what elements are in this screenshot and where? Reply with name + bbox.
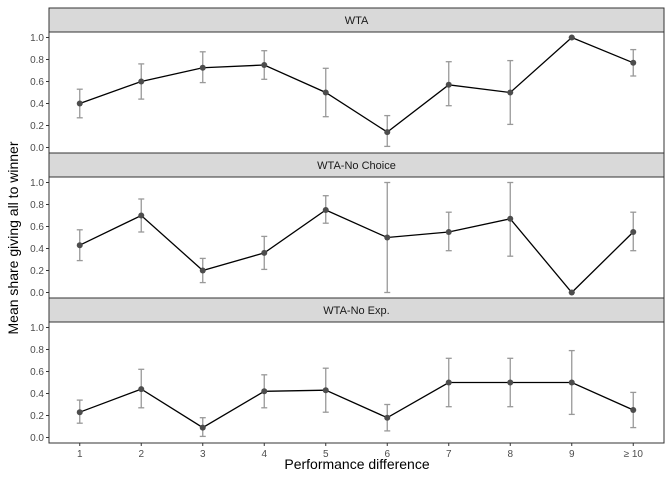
series-line bbox=[79, 381, 634, 429]
y-tick-label: 0.6 bbox=[30, 222, 44, 233]
y-tick-label: 0.4 bbox=[30, 99, 44, 110]
data-point bbox=[76, 242, 83, 249]
data-point bbox=[568, 379, 575, 386]
x-axis-title: Performance difference bbox=[284, 456, 429, 472]
data-point bbox=[76, 409, 83, 416]
y-tick-label: 0.0 bbox=[30, 288, 44, 299]
y-tick-label: 0.6 bbox=[30, 367, 44, 378]
y-tick-label: 0.4 bbox=[30, 389, 44, 400]
y-tick-label: 1.0 bbox=[30, 323, 44, 334]
data-point bbox=[138, 212, 145, 219]
data-point bbox=[261, 388, 268, 395]
y-tick-label: 0.8 bbox=[30, 55, 44, 66]
x-tick-label: ≥ 10 bbox=[624, 449, 644, 460]
data-point bbox=[199, 267, 206, 274]
y-tick-label: 1.0 bbox=[30, 178, 44, 189]
data-point bbox=[384, 414, 391, 421]
y-tick-label: 0.8 bbox=[30, 200, 44, 211]
x-tick-label: 6 bbox=[384, 449, 390, 460]
data-point bbox=[630, 407, 637, 413]
y-tick-label: 0.6 bbox=[30, 77, 44, 88]
y-tick-label: 1.0 bbox=[30, 33, 44, 44]
y-tick-label: 0.0 bbox=[30, 433, 44, 444]
facet-strip bbox=[48, 297, 665, 323]
x-axis: 1 2 3 4 5 6 7 8 9 ≥ 10 bbox=[77, 443, 643, 460]
x-tick-label: 2 bbox=[138, 449, 144, 460]
y-tick-label: 0.8 bbox=[30, 345, 44, 356]
x-tick-label: 4 bbox=[261, 449, 267, 460]
facet-title: WTA-No Choice bbox=[317, 160, 396, 172]
data-point bbox=[199, 424, 206, 431]
series-line bbox=[79, 209, 634, 294]
y-tick-label: 0.2 bbox=[30, 121, 44, 132]
data-point bbox=[507, 379, 514, 386]
y-axis-title: Mean share giving all to winner bbox=[5, 141, 21, 334]
x-tick-label: 5 bbox=[323, 449, 329, 460]
data-point bbox=[322, 89, 329, 96]
y-tick-label: 0.0 bbox=[30, 143, 44, 154]
data-point bbox=[630, 229, 637, 235]
data-point bbox=[76, 100, 83, 107]
x-tick-label: 3 bbox=[200, 449, 206, 460]
facet-title: WTA bbox=[345, 15, 369, 27]
facet-panel: WTA-No Choice 0.0 0.2 0.4 0.6 0.8 1.0 bbox=[30, 152, 665, 299]
facet-frame bbox=[48, 31, 665, 154]
x-tick-label: 8 bbox=[507, 449, 513, 460]
data-point bbox=[384, 234, 391, 241]
facet-panel: WTA-No Exp. 0.0 0.2 0.4 0.6 0.8 1.0 bbox=[30, 297, 665, 444]
y-tick-label: 0.2 bbox=[30, 266, 44, 277]
x-tick-label: 7 bbox=[446, 449, 452, 460]
data-point bbox=[138, 386, 145, 393]
y-tick-label: 0.2 bbox=[30, 411, 44, 422]
data-point bbox=[445, 81, 452, 88]
data-point bbox=[322, 387, 329, 394]
data-point bbox=[322, 207, 329, 213]
series-line bbox=[79, 36, 634, 133]
data-point bbox=[568, 34, 575, 41]
y-tick-label: 0.4 bbox=[30, 244, 44, 255]
data-point bbox=[630, 59, 637, 66]
facet-panel: WTA 0.0 0.2 0.4 0.6 0.8 1.0 bbox=[30, 7, 665, 154]
facet-title: WTA-No Exp. bbox=[323, 305, 389, 317]
data-point bbox=[199, 64, 206, 71]
data-point bbox=[261, 249, 268, 256]
x-tick-label: 9 bbox=[569, 449, 575, 460]
facet-frame bbox=[48, 176, 665, 299]
data-point bbox=[507, 89, 514, 96]
data-point bbox=[445, 379, 452, 386]
data-point bbox=[568, 289, 575, 296]
facet-strip bbox=[48, 152, 665, 178]
data-point bbox=[445, 229, 452, 235]
chart-panels: WTA 0.0 0.2 0.4 0.6 0.8 1.0 WTA-No Choice 0.0 0.2… bbox=[30, 7, 665, 444]
data-point bbox=[507, 215, 514, 222]
data-point bbox=[384, 129, 391, 136]
data-point bbox=[261, 62, 268, 68]
x-tick-label: 1 bbox=[77, 449, 83, 460]
data-point bbox=[138, 78, 145, 85]
facet-strip bbox=[48, 7, 665, 33]
